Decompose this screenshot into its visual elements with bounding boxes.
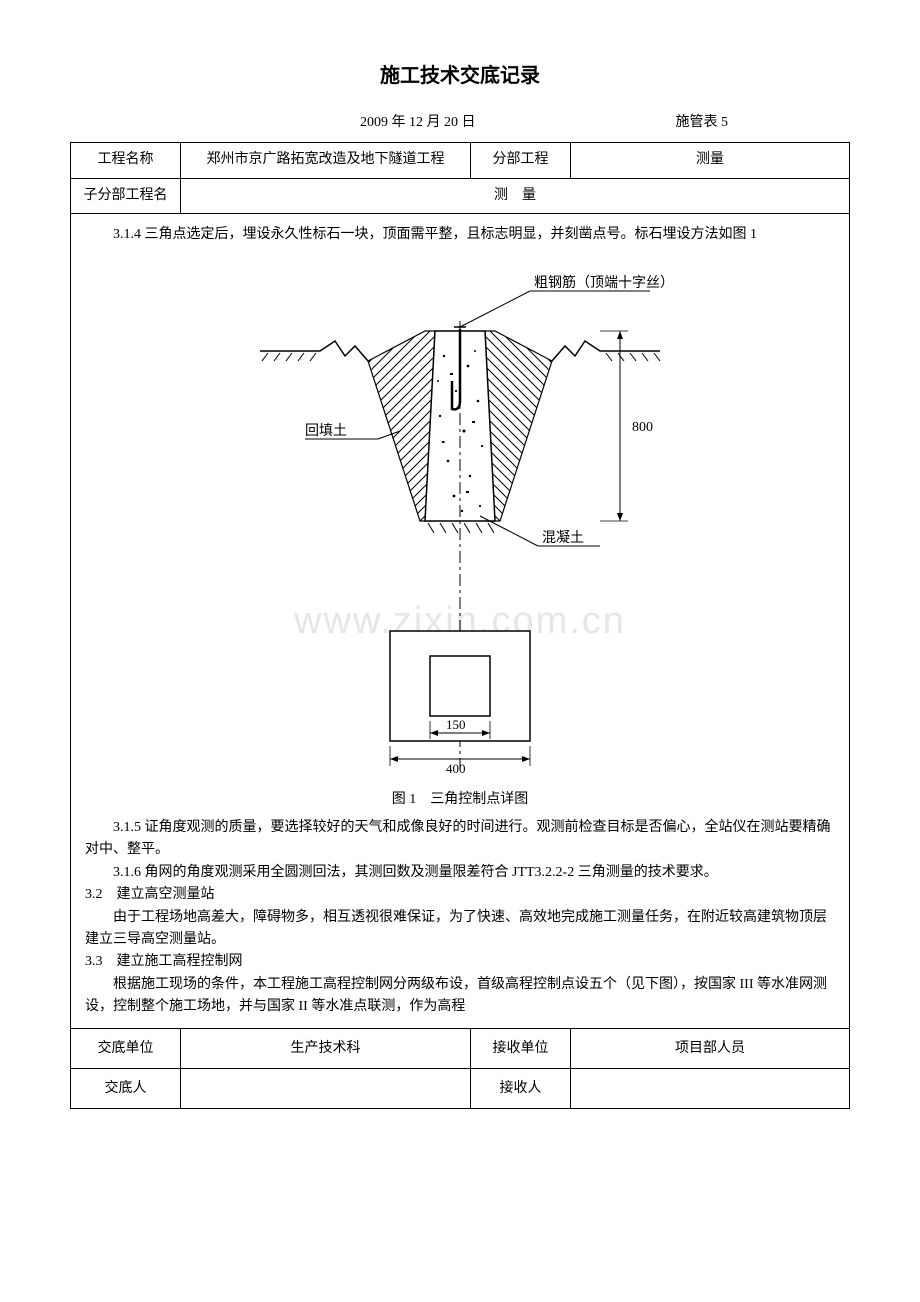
subsub-value: 测 量: [181, 178, 850, 213]
page-title: 施工技术交底记录: [70, 60, 850, 92]
section-32-body: 由于工程场地高差大，障碍物多，相互透视很难保证，为了快速、高效地完成施工测量任务…: [85, 907, 835, 952]
dim-400: 400: [446, 761, 466, 776]
project-name-label: 工程名称: [71, 143, 181, 178]
subsub-label: 子分部工程名: [71, 178, 181, 213]
section-33-title: 3.3 建立施工高程控制网: [85, 951, 835, 973]
figure-svg: 粗钢筋（顶端十字丝） 回填土 混凝土 800: [220, 261, 700, 781]
receiver-unit-value: 项目部人员: [571, 1029, 850, 1069]
footer-row-2: 交底人 接收人: [71, 1069, 850, 1109]
subproject-label: 分部工程: [471, 143, 571, 178]
issuer-label: 交底人: [71, 1069, 181, 1109]
issuer-unit-value: 生产技术科: [181, 1029, 471, 1069]
label-backfill: 回填土: [305, 423, 347, 439]
para-314: 3.1.4 三角点选定后，埋设永久性标石一块，顶面需平整，且标志明显，并刻凿点号…: [85, 224, 835, 246]
footer-row-1: 交底单位 生产技术科 接收单位 项目部人员: [71, 1029, 850, 1069]
header-row-1: 工程名称 郑州市京广路拓宽改造及地下隧道工程 分部工程 测量: [71, 143, 850, 178]
info-table: 工程名称 郑州市京广路拓宽改造及地下隧道工程 分部工程 测量 子分部工程名 测 …: [70, 142, 850, 1109]
receiver-unit-label: 接收单位: [471, 1029, 571, 1069]
label-concrete: 混凝土: [542, 530, 584, 546]
section-33-body: 根据施工现场的条件，本工程施工高程控制网分两级布设，首级高程控制点设五个（见下图…: [85, 974, 835, 1019]
section-32-title: 3.2 建立高空测量站: [85, 884, 835, 906]
form-code: 施管表 5: [676, 112, 729, 134]
dim-800: 800: [632, 420, 653, 435]
figure-wrap: www.zixin.com.cn: [85, 261, 835, 781]
date-text: 2009 年 12 月 20 日: [360, 112, 476, 134]
header-row-2: 子分部工程名 测 量: [71, 178, 850, 213]
content-cell: 3.1.4 三角点选定后，埋设永久性标石一块，顶面需平整，且标志明显，并刻凿点号…: [71, 214, 850, 1029]
dim-150: 150: [446, 717, 466, 732]
figure-caption: 图 1 三角控制点详图: [85, 789, 835, 811]
para-315: 3.1.5 证角度观测的质量，要选择较好的天气和成像良好的时间进行。观测前检查目…: [85, 817, 835, 862]
project-name-value: 郑州市京广路拓宽改造及地下隧道工程: [181, 143, 471, 178]
para-316: 3.1.6 角网的角度观测采用全圆测回法，其测回数及测量限差符合 JTT3.2.…: [85, 862, 835, 884]
issuer-unit-label: 交底单位: [71, 1029, 181, 1069]
receiver-value: [571, 1069, 850, 1109]
sub-header: 2009 年 12 月 20 日 施管表 5: [70, 112, 850, 134]
subproject-value: 测量: [571, 143, 850, 178]
receiver-label: 接收人: [471, 1069, 571, 1109]
content-row: 3.1.4 三角点选定后，埋设永久性标石一块，顶面需平整，且标志明显，并刻凿点号…: [71, 214, 850, 1029]
issuer-value: [181, 1069, 471, 1109]
label-rebar: 粗钢筋（顶端十字丝）: [534, 274, 674, 291]
